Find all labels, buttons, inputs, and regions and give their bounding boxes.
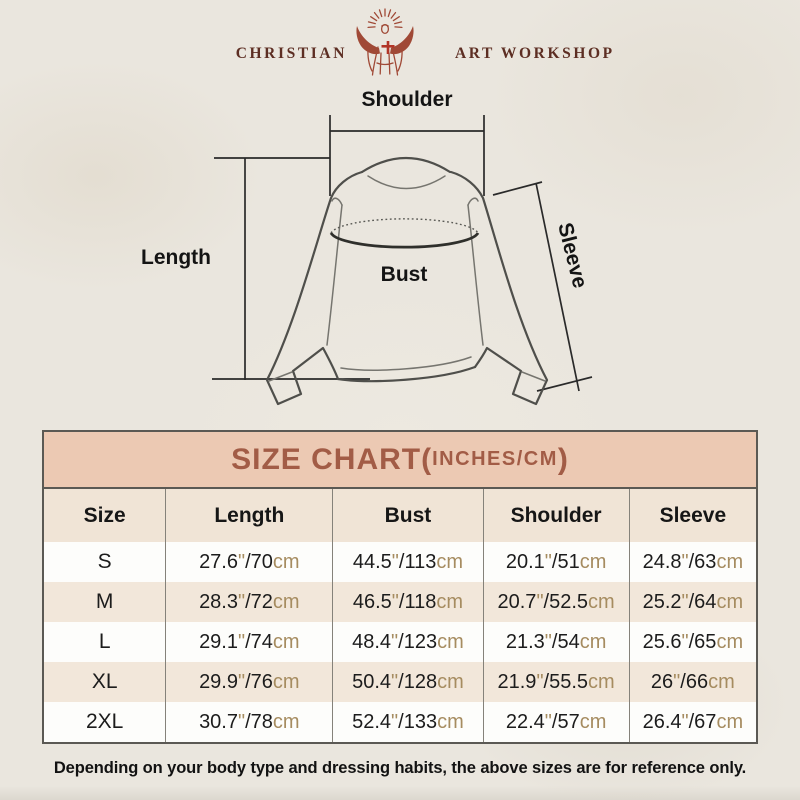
- sleeve-value: 26.4 "/67 cm: [642, 710, 744, 733]
- bust-value: 50.4 "/128 cm: [333, 662, 484, 702]
- column-header-size: Size: [44, 489, 167, 542]
- sweater-measurement-diagram: Shoulder Length Bust Sleeve: [141, 88, 593, 406]
- column-header-bust: Bust: [333, 489, 484, 542]
- brand-name-left: CHRISTIAN: [235, 45, 347, 62]
- shoulder-value: 21.3 "/54 cm: [484, 622, 630, 662]
- table-row: 2XL 30.7 "/78 cm 52.4 "/133 cm 22.4 "/57 cm 26.4 " /…: [44, 702, 756, 742]
- brand-name-right: ART WORKSHOP: [455, 45, 615, 62]
- size-label: XL: [44, 662, 167, 702]
- sleeve-label: Sleeve: [553, 220, 591, 290]
- size-chart-title-text: SIZE CHART: [231, 442, 422, 476]
- jesus-with-rays-icon: [356, 8, 414, 76]
- table-row: L 29.1 "/74 cm 48.4 "/123 cm 21.3 "/54 cm 25.6 "/65…: [44, 622, 756, 662]
- bust-value: 44.5 "/113 cm: [333, 542, 484, 582]
- bust-value: 46.5 "/118 cm: [333, 582, 484, 622]
- shoulder-value: 20.7 "/52.5 cm: [484, 582, 630, 622]
- length-value: 30.7 "/78 cm: [166, 702, 334, 742]
- size-label: 2XL: [44, 702, 167, 742]
- size-table-body: S 27.6 "/70 cm 44.5 "/113 cm 20.1 "/51 cm 24.8 "/63…: [44, 542, 756, 742]
- table-row: M 28.3 "/72 cm 46.5 "/118 cm 20.7 "/52.5 cm 25.2 " /…: [44, 582, 756, 622]
- column-header-sleeve: Sleeve: [659, 503, 727, 527]
- size-label: L: [44, 622, 167, 662]
- shoulder-label: Shoulder: [361, 88, 452, 111]
- shoulder-value: 20.1 "/51 cm: [484, 542, 630, 582]
- length-value: 27.6 "/70 cm: [166, 542, 334, 582]
- size-chart-table: SIZE CHART(INCHES/CM) Size Length Bust S…: [42, 430, 758, 744]
- sleeve-value: 26 "/66 cm: [650, 670, 735, 693]
- length-value: 29.9 "/76 cm: [166, 662, 334, 702]
- shoulder-value: 22.4 "/57 cm: [484, 702, 630, 742]
- column-header-length: Length: [166, 489, 334, 542]
- sweater-outline: [265, 156, 549, 406]
- measurement-lines: [212, 115, 593, 392]
- shoulder-value: 21.9 "/55.5 cm: [484, 662, 630, 702]
- table-row: XL 29.9 "/76 cm 50.4 "/128 cm 21.9 "/55.5 cm 26 "/6…: [44, 662, 756, 702]
- table-header-row: Size Length Bust Shoulder Sleeve: [44, 489, 756, 542]
- sleeve-value: 24.8 "/63 cm: [642, 550, 744, 573]
- column-header-shoulder: Shoulder: [484, 489, 630, 542]
- sleeve-value: 25.6 "/65 cm: [642, 630, 744, 653]
- table-row: S 27.6 "/70 cm 44.5 "/113 cm 20.1 "/51 cm 24.8 "/63…: [44, 542, 756, 582]
- bust-label: Bust: [381, 263, 428, 286]
- bust-ellipse: [329, 218, 480, 249]
- bust-value: 52.4 "/133 cm: [333, 702, 484, 742]
- length-value: 29.1 "/74 cm: [166, 622, 334, 662]
- bust-value: 48.4 "/123 cm: [333, 622, 484, 662]
- footnote: Depending on your body type and dressing…: [53, 759, 747, 777]
- sleeve-value: 25.2 "/64 cm: [642, 590, 744, 613]
- length-label: Length: [141, 246, 211, 269]
- size-label: M: [44, 582, 167, 622]
- size-chart-title-unit: INCHES/CM: [432, 448, 558, 470]
- length-value: 28.3 "/72 cm: [166, 582, 334, 622]
- size-label: S: [44, 542, 167, 582]
- size-chart-title: SIZE CHART(INCHES/CM): [44, 432, 756, 489]
